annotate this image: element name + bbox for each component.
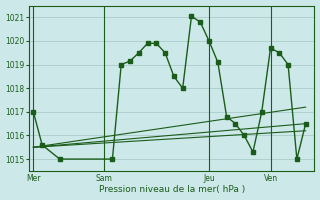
X-axis label: Pression niveau de la mer( hPa ): Pression niveau de la mer( hPa ) [99,185,245,194]
